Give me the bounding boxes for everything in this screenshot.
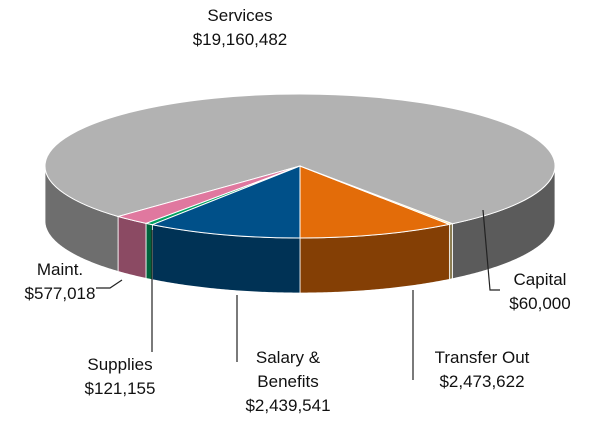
slice-label: Supplies $121,155 <box>65 353 175 401</box>
value-label: $2,473,622 <box>439 372 525 391</box>
category-name: Salary & Benefits <box>255 348 321 391</box>
slice-side <box>448 223 453 280</box>
slice-label: Salary & Benefits $2,439,541 <box>238 346 338 418</box>
value-label: $2,439,541 <box>245 396 331 415</box>
slice-label: Maint. $577,018 <box>5 258 115 306</box>
slice <box>299 165 452 239</box>
category-name: Maint. <box>36 260 84 279</box>
value-label: $121,155 <box>84 379 156 398</box>
slice <box>44 93 556 225</box>
leader-line <box>96 279 123 289</box>
category-name: Capital <box>513 270 567 289</box>
slice <box>150 165 301 239</box>
leader-line <box>482 209 500 291</box>
value-label: $60,000 <box>509 294 571 313</box>
value-label: $577,018 <box>24 284 96 303</box>
slice-label: Services $19,160,482 <box>140 4 340 52</box>
slice-label: Capital $60,000 <box>485 268 595 316</box>
slice-side <box>117 215 147 279</box>
category-name: Transfer Out <box>434 348 530 367</box>
value-label: $19,160,482 <box>192 30 288 49</box>
slice-label: Transfer Out $2,473,622 <box>407 346 557 394</box>
category-name: Supplies <box>87 355 153 374</box>
category-name: Services <box>207 6 273 25</box>
